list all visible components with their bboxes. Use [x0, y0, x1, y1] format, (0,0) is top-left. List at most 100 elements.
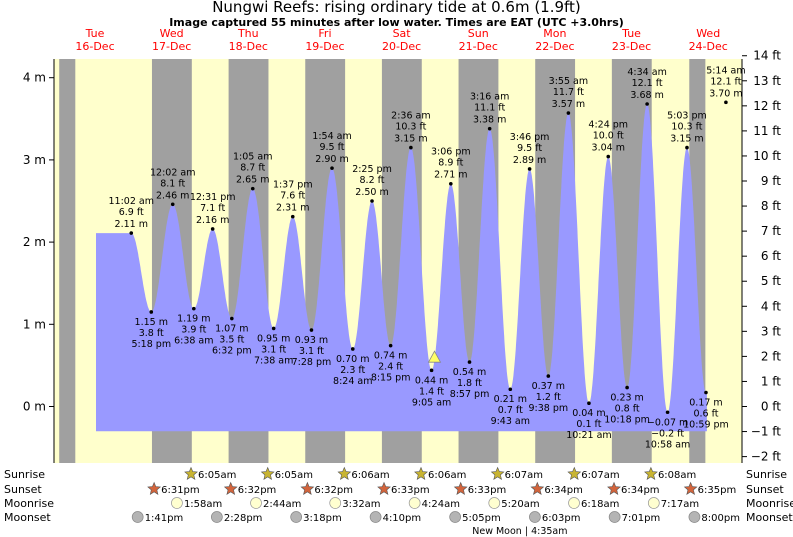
tide-time-label: 1:37 pm: [273, 180, 313, 191]
sunrise-time: 6:05am: [275, 470, 313, 481]
sunset-time: 6:32pm: [314, 485, 353, 496]
right-axis-tick-label: 5 ft: [761, 274, 781, 288]
day-date-label: 24-Dec: [689, 40, 728, 53]
sunrise-time: 6:06am: [351, 470, 389, 481]
tide-point: [290, 214, 295, 219]
right-axis-tick-label: 6 ft: [761, 249, 781, 263]
row-label-right: Moonset: [746, 511, 793, 524]
moonset-icon: [211, 511, 223, 523]
right-axis-tick-label: 3 ft: [761, 324, 781, 338]
day-name-label: Tue: [85, 27, 105, 40]
moonrise-time: 4:24am: [422, 499, 460, 510]
left-axis-tick-label: 4 m: [23, 71, 46, 85]
tide-m-label: 3.15 m: [670, 134, 703, 145]
tide-time-label: 10:18 pm: [604, 415, 650, 426]
day-date-label: 19-Dec: [305, 40, 344, 53]
tide-time-label: 10:21 am: [566, 430, 611, 441]
tide-time-label: 11:02 am: [109, 196, 154, 207]
tide-point: [230, 316, 234, 321]
tide-m-label: −0.07 m: [647, 417, 688, 428]
right-axis-tick-label: 9 ft: [761, 174, 781, 188]
tide-m-label: 0.93 m: [295, 335, 328, 346]
tide-m-label: 3.15 m: [394, 134, 427, 145]
sunset-icon: [223, 481, 238, 495]
left-axis-tick-label: 2 m: [23, 235, 46, 249]
moonrise-time: 1:58am: [184, 499, 222, 510]
tide-ft-label: 12.1 ft: [710, 76, 741, 87]
tide-point: [487, 126, 492, 131]
tide-ft-label: 3.1 ft: [261, 344, 286, 355]
tide-m-label: 1.07 m: [215, 324, 248, 335]
right-axis-tick-label: −1 ft: [751, 425, 782, 439]
tide-time-label: 2:25 pm: [352, 164, 392, 175]
page-subtitle: Image captured 55 minutes after low wate…: [169, 16, 624, 29]
day-date-label: 21-Dec: [459, 40, 498, 53]
tide-ft-label: 3.1 ft: [299, 346, 324, 357]
sunrise-time: 6:08am: [658, 470, 696, 481]
moonrise-icon: [647, 497, 660, 509]
tide-ft-label: 12.1 ft: [632, 78, 663, 89]
tide-point: [129, 231, 134, 235]
tide-time-label: 7:38 am: [254, 355, 293, 366]
moonset-icon: [131, 511, 144, 523]
sunset-time: 6:31pm: [161, 485, 200, 496]
tide-ft-label: 7.1 ft: [200, 203, 225, 214]
tide-time-label: 7:28 pm: [292, 357, 332, 368]
tide-m-label: 2.11 m: [115, 219, 148, 230]
sunrise-icon: [260, 466, 275, 480]
moonrise-icon: [408, 497, 421, 509]
right-axis-tick-label: 14 ft: [753, 49, 781, 63]
sunset-icon: [530, 481, 545, 495]
moonset-icon: [449, 511, 461, 523]
moonrise-icon: [171, 497, 183, 509]
moonrise-time: 7:17am: [661, 499, 699, 510]
tide-point: [546, 374, 551, 378]
tide-ft-label: 3.8 ft: [139, 328, 164, 339]
tide-ft-label: 3.5 ft: [219, 335, 244, 346]
tide-m-label: 3.57 m: [552, 99, 585, 110]
tide-point: [724, 100, 728, 105]
right-axis-tick-label: 2 ft: [761, 349, 781, 363]
tide-time-label: 3:16 am: [470, 92, 509, 103]
tide-ft-label: 1.8 ft: [457, 378, 482, 389]
day-name-label: Sat: [393, 27, 412, 40]
tide-ft-label: 1.4 ft: [419, 386, 444, 397]
tide-m-label: 3.68 m: [630, 90, 663, 101]
tide-time-label: 9:05 am: [412, 397, 451, 408]
day-name-label: Wed: [160, 27, 184, 40]
tide-time-label: 8:57 pm: [450, 389, 490, 400]
day-name-label: Wed: [696, 27, 720, 40]
tide-point: [210, 227, 215, 231]
tide-point: [330, 166, 334, 170]
moonset-time: 7:01pm: [622, 513, 661, 524]
moonrise-time: 2:44am: [263, 499, 301, 510]
moonrise-time: 6:18am: [581, 499, 619, 510]
tide-m-label: 2.71 m: [434, 170, 467, 181]
tide-point: [665, 410, 670, 415]
tide-ft-label: 1.2 ft: [536, 392, 561, 403]
tide-ft-label: 11.1 ft: [474, 103, 505, 114]
tide-point: [370, 199, 374, 203]
moonset-icon: [529, 511, 541, 523]
sunrise-time: 6:05am: [198, 470, 236, 481]
sunset-time: 6:35pm: [698, 485, 737, 496]
tide-point: [271, 326, 276, 331]
tide-m-label: 3.04 m: [592, 143, 625, 154]
moonset-time: 8:00pm: [701, 513, 740, 524]
tide-m-label: 0.17 m: [689, 398, 722, 409]
day-name-label: Fri: [318, 27, 331, 40]
tide-point: [587, 401, 591, 406]
tide-time-label: 1:54 am: [312, 131, 351, 142]
sunrise-icon: [184, 466, 198, 480]
tide-ft-label: 8.2 ft: [360, 175, 385, 186]
left-axis-tick-label: 1 m: [23, 317, 46, 331]
tide-m-label: 1.15 m: [135, 317, 168, 328]
tide-m-label: 2.16 m: [196, 215, 229, 226]
sunrise-icon: [414, 466, 428, 480]
tide-point: [429, 368, 434, 373]
tide-ft-label: 10.3 ft: [395, 122, 426, 133]
moon-phase-note: New Moon | 4:35am: [472, 526, 567, 537]
tide-ft-label: 9.5 ft: [517, 143, 542, 154]
sunset-time: 6:32pm: [238, 485, 277, 496]
